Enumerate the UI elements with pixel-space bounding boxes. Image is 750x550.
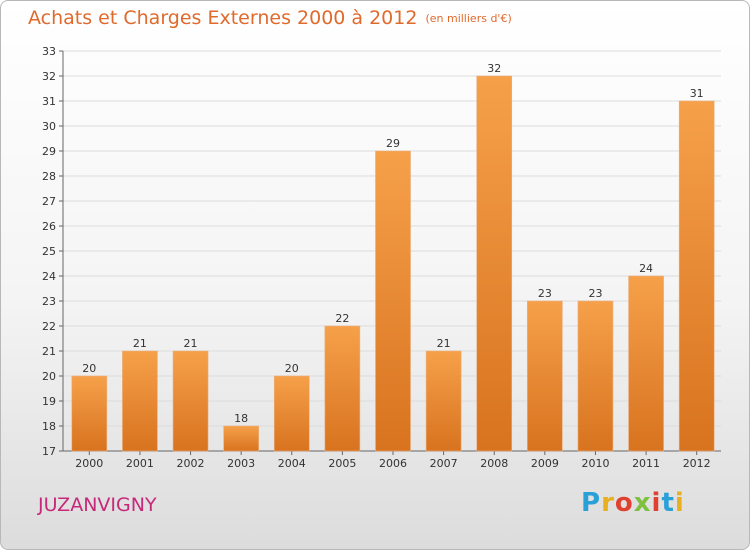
x-tick-label: 2011 [632,457,660,470]
bar[interactable] [122,350,158,452]
bar-value-label: 18 [234,412,248,425]
proxiti-logo[interactable]: Proxiti [581,488,685,518]
x-tick-label: 2005 [328,457,356,470]
y-tick-label: 23 [42,295,56,308]
bar[interactable] [273,375,310,452]
logo-letter: x [633,488,652,518]
logo-letter: P [581,488,602,518]
y-tick-label: 25 [42,245,56,258]
y-tick-label: 30 [42,120,56,133]
x-tick-label: 2006 [379,457,407,470]
y-tick-label: 27 [42,195,56,208]
y-tick-label: 33 [42,45,56,58]
bar[interactable] [172,350,209,452]
y-tick-label: 24 [42,270,56,283]
bar-value-label: 24 [639,262,653,275]
chart-title-text: Achats et Charges Externes 2000 à 2012 [28,7,418,29]
bar[interactable] [577,300,614,452]
chart-unit: (en milliers d'€) [425,12,512,25]
bar-value-label: 20 [285,362,299,375]
bar-value-label: 21 [133,337,147,350]
place-name: JUZANVIGNY [38,494,157,516]
bar[interactable] [324,325,361,452]
x-tick-label: 2000 [75,457,103,470]
y-tick-label: 19 [42,395,56,408]
bar-value-label: 21 [437,337,451,350]
bar-value-label: 21 [184,337,198,350]
y-tick-label: 29 [42,145,56,158]
x-tick-label: 2012 [683,457,711,470]
x-tick-label: 2008 [480,457,508,470]
x-tick-label: 2003 [227,457,255,470]
x-tick-label: 2001 [126,457,154,470]
bar-value-label: 32 [487,62,501,75]
y-tick-label: 28 [42,170,56,183]
y-tick-label: 26 [42,220,56,233]
x-tick-label: 2004 [278,457,306,470]
x-tick-label: 2002 [177,457,205,470]
bar[interactable] [628,275,664,452]
bar[interactable] [476,75,513,452]
bar-value-label: 23 [588,287,602,300]
logo-letter: i [674,488,685,518]
bar-value-label: 22 [335,312,349,325]
bar-value-label: 23 [538,287,552,300]
logo-letter: o [614,488,634,518]
y-tick-label: 21 [42,345,56,358]
bar[interactable] [71,375,108,452]
bar[interactable] [425,350,462,452]
bar-value-label: 31 [690,87,704,100]
y-tick-label: 32 [42,70,56,83]
y-tick-label: 31 [42,95,56,108]
bar-value-label: 20 [82,362,96,375]
labels: 17 18 19 20 21 22 23 24 25 26 27 28 29 30 31 32 33 20 2000… [42,45,711,470]
chart-title: Achats et Charges Externes 2000 à 2012 (e… [28,7,512,29]
bar[interactable] [375,150,411,452]
y-tick-label: 20 [42,370,56,383]
logo-letter: r [601,488,615,518]
bar[interactable] [223,425,259,452]
x-tick-label: 2009 [531,457,559,470]
y-tick-label: 22 [42,320,56,333]
bar[interactable] [678,100,715,452]
logo-letter: t [661,488,675,518]
logo-letter: i [651,488,662,518]
x-tick-label: 2010 [581,457,609,470]
bar-value-label: 29 [386,137,400,150]
bar[interactable] [527,300,563,452]
x-tick-label: 2007 [430,457,458,470]
bars [71,75,715,452]
y-tick-label: 18 [42,420,56,433]
y-tick-label: 17 [42,445,56,458]
